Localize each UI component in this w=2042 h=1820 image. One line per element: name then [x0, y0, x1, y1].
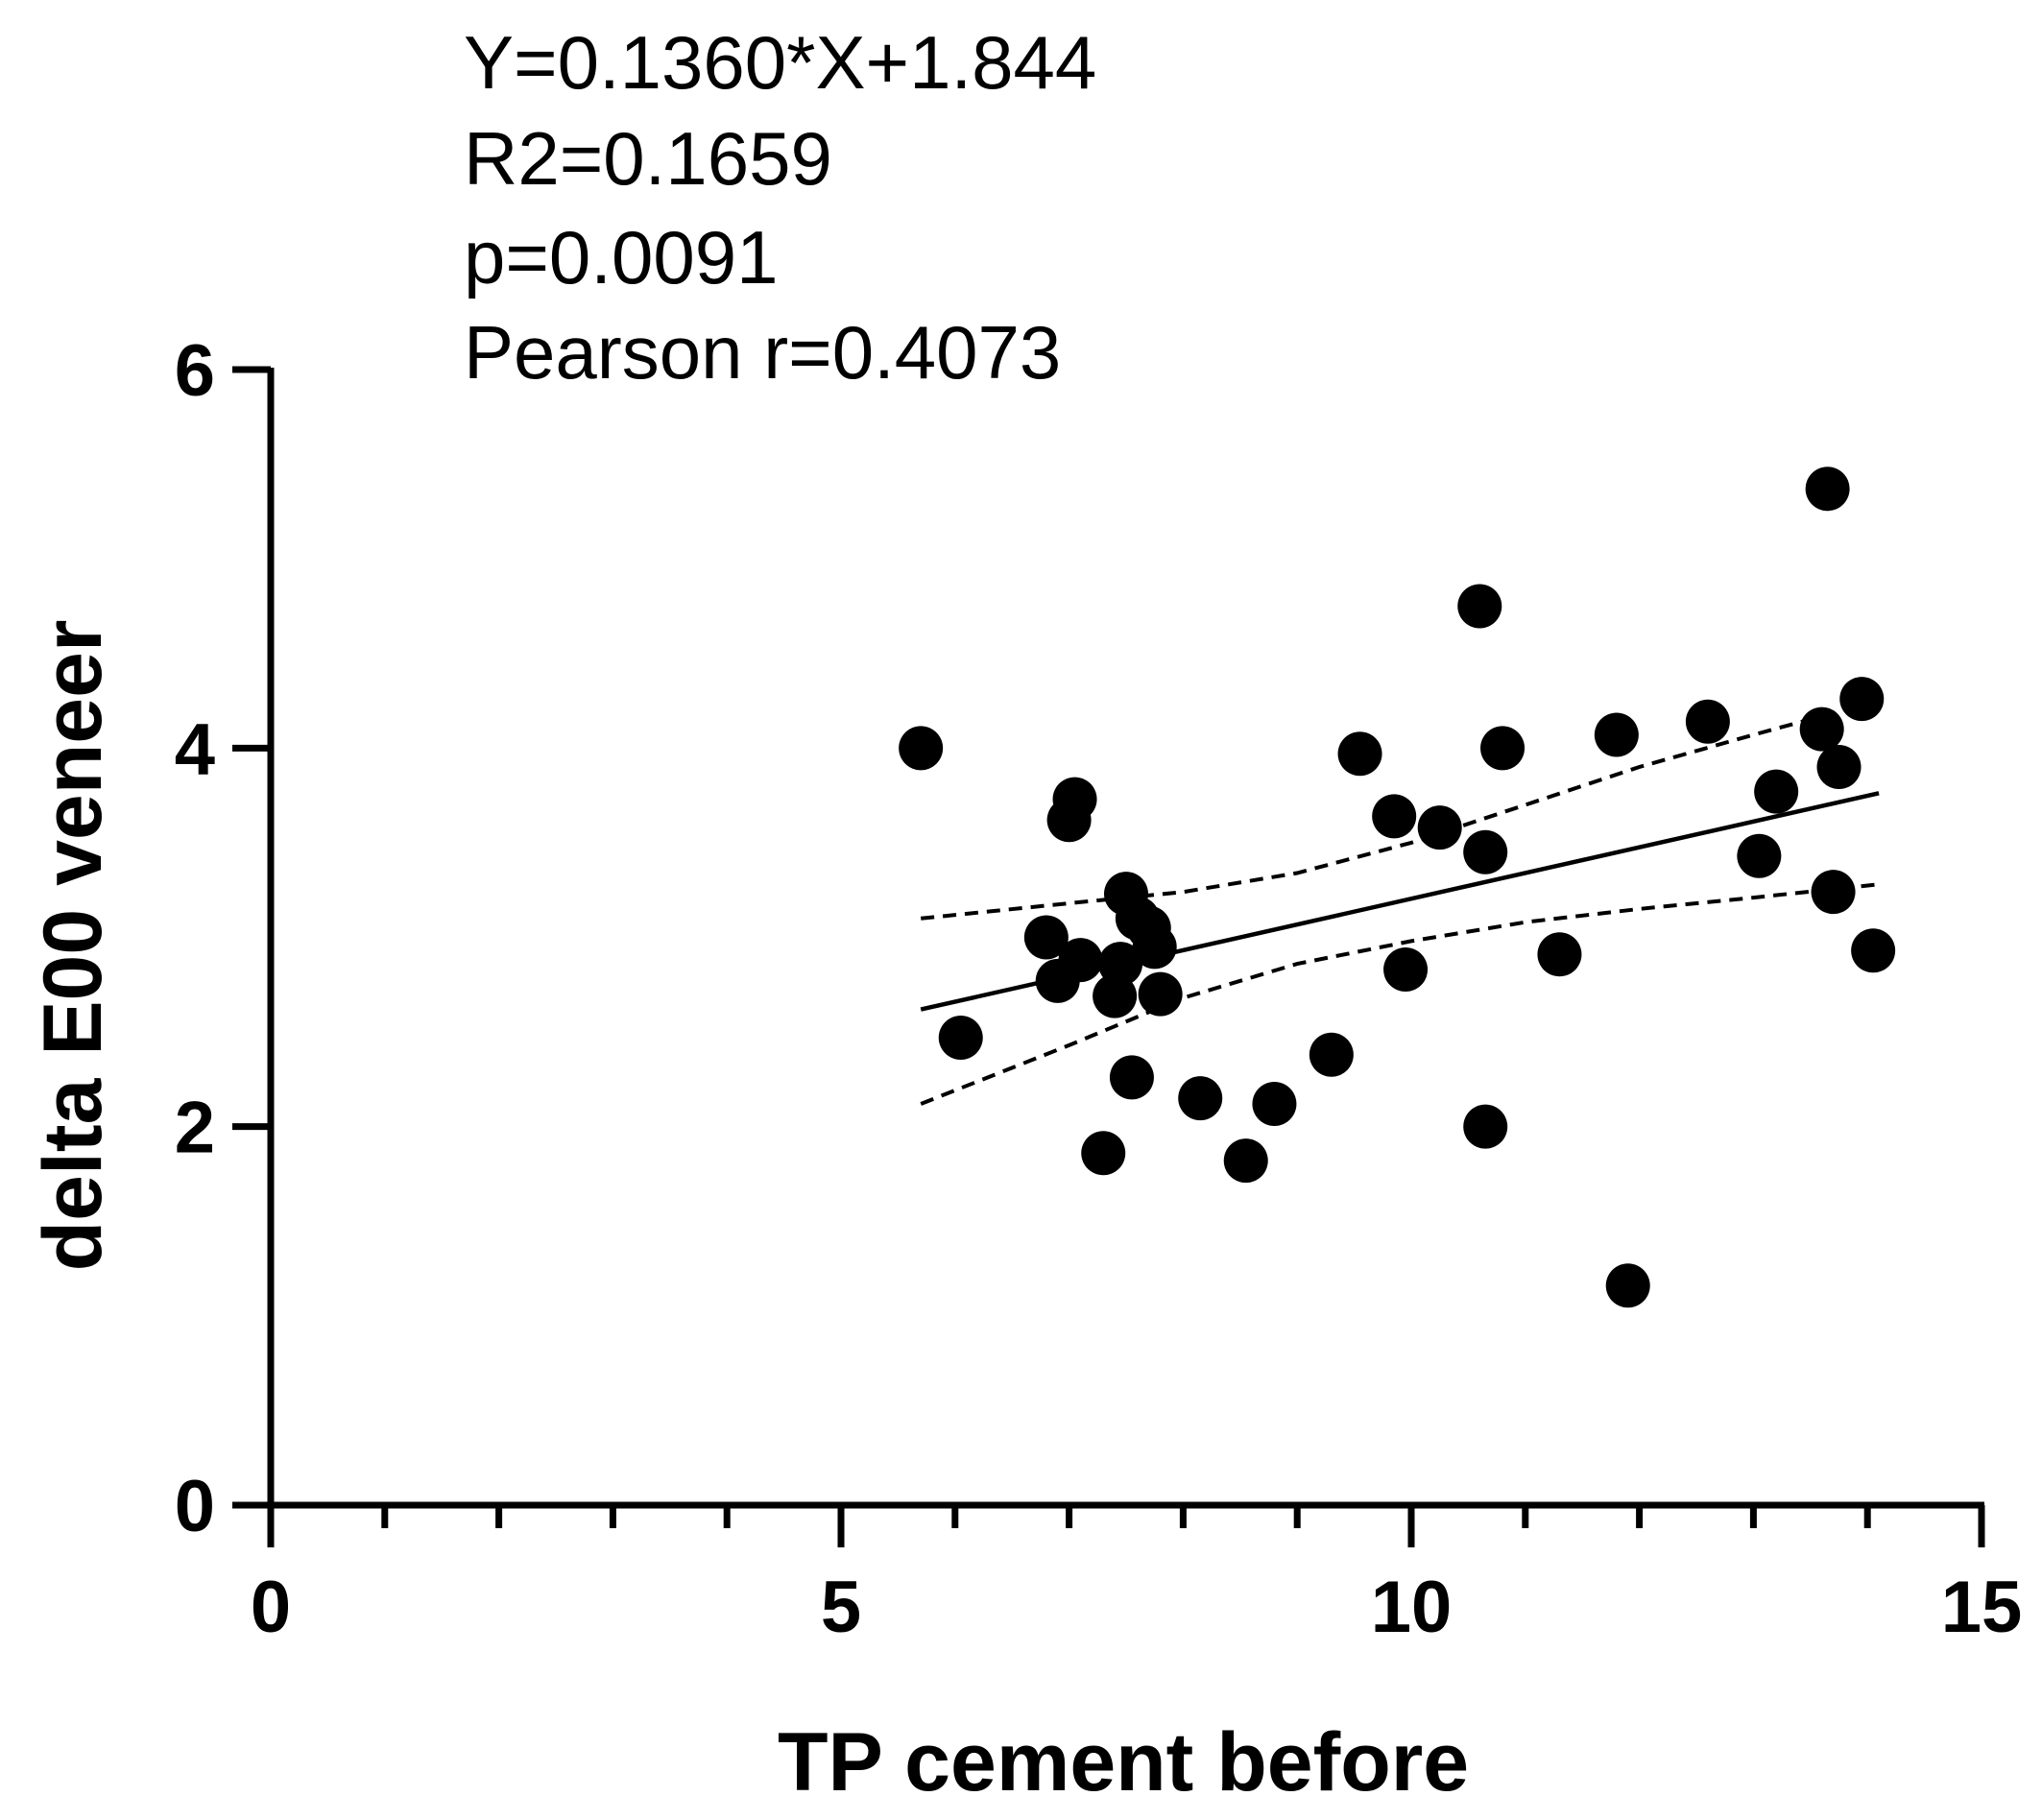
data-point [1252, 1082, 1297, 1127]
y-tick-label: 4 [175, 708, 215, 790]
regression-equation-text: Y=0.1360*X+1.844 [464, 20, 1096, 105]
data-point [1605, 1263, 1650, 1308]
confidence-band-lower [920, 882, 1880, 1106]
data-point [899, 726, 944, 771]
y-tick-label: 0 [175, 1466, 215, 1547]
data-point [1685, 699, 1730, 744]
data-point [1799, 706, 1844, 752]
data-point [1309, 1032, 1354, 1077]
data-point [1023, 915, 1069, 960]
data-point [1052, 777, 1097, 822]
y-axis: 0 2 4 6 [175, 330, 275, 1547]
data-point [1480, 726, 1525, 771]
data-point [1138, 971, 1183, 1017]
data-point [1417, 805, 1462, 850]
x-tick-label: 0 [251, 1567, 291, 1648]
data-point [1098, 942, 1143, 987]
data-point [1081, 1131, 1126, 1176]
data-point [1839, 677, 1885, 722]
data-point [1132, 924, 1177, 970]
x-axis-title: TP cement before [778, 1716, 1469, 1808]
y-tick-label: 2 [175, 1088, 215, 1169]
data-point [1337, 731, 1382, 777]
data-point [1805, 467, 1850, 512]
data-point [1851, 928, 1896, 973]
data-point [1109, 1055, 1154, 1100]
data-point [1754, 769, 1799, 814]
data-point [938, 1015, 983, 1060]
data-point [1594, 712, 1639, 757]
x-tick-label: 15 [1941, 1567, 2023, 1648]
data-point [1463, 829, 1508, 874]
data-point [1383, 947, 1429, 993]
x-tick-label: 5 [821, 1567, 861, 1648]
stats-annotation: Y=0.1360*X+1.844 R2=0.1659 p=0.0091 Pear… [464, 20, 1096, 395]
data-point [1816, 745, 1862, 790]
data-point [1537, 932, 1582, 977]
data-point [1811, 870, 1856, 915]
data-points [899, 467, 1896, 1308]
data-point [1463, 1104, 1508, 1149]
p-value-text: p=0.0091 [464, 215, 779, 299]
y-axis-title: delta E00 veneer [27, 620, 119, 1272]
pearson-r-text: Pearson r=0.4073 [464, 310, 1061, 395]
data-point [1737, 833, 1782, 878]
data-point [1223, 1138, 1268, 1184]
data-point [1178, 1076, 1223, 1121]
x-tick-label: 10 [1371, 1567, 1453, 1648]
x-axis: 0 5 10 15 [232, 1501, 2023, 1648]
y-tick-label: 6 [175, 330, 215, 412]
data-point [1058, 938, 1103, 983]
data-point [1372, 794, 1417, 839]
r-squared-text: R2=0.1659 [464, 116, 832, 201]
data-point [1457, 584, 1502, 629]
